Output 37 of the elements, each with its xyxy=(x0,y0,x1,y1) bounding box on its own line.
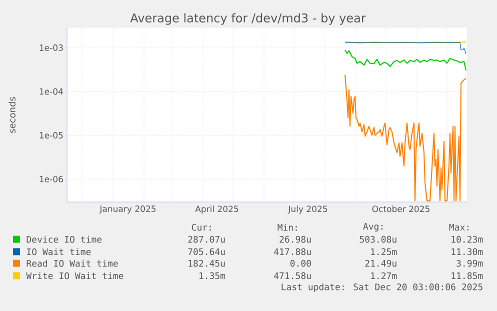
y-tick-label: 1e-05 xyxy=(40,132,63,138)
y-tick-label: 1e-06 xyxy=(40,176,63,182)
text: 1.25m xyxy=(371,248,397,256)
text: 1.27m xyxy=(371,272,397,280)
text: 3.99m xyxy=(456,260,483,267)
x-tick-label: July 2025 xyxy=(288,206,328,214)
text: Last update: Sat Dec 20 03:00:06 2025 xyxy=(282,283,482,292)
text: 1.35m xyxy=(199,272,226,280)
y-tick-label: 1e-04 xyxy=(40,88,63,95)
line-series xyxy=(344,49,467,72)
text: 11.30m xyxy=(452,248,483,256)
legend-label: IO Wait time xyxy=(27,248,91,256)
x-tick-label: January 2025 xyxy=(99,206,156,214)
x-tick-label: April 2025 xyxy=(195,206,238,214)
text: 21.49u xyxy=(365,260,396,267)
text: 182.45u xyxy=(188,260,225,267)
text: 287.07u xyxy=(188,236,225,243)
text: Min: xyxy=(278,224,297,231)
line-series xyxy=(344,74,467,202)
text: Cur: xyxy=(192,224,211,231)
y-tick-label: 1e-03 xyxy=(40,44,63,51)
text: 503.08u xyxy=(360,236,396,243)
text: Max: xyxy=(449,224,468,231)
legend-label: Write IO Wait time xyxy=(26,272,124,280)
y-axis-title: seconds xyxy=(8,97,16,133)
text: 0.00 xyxy=(290,260,311,267)
x-tick-label: October 2025 xyxy=(372,206,430,212)
text: 11.85m xyxy=(452,272,483,280)
text: Avg: xyxy=(363,223,382,232)
text: 417.88u xyxy=(274,248,311,256)
text: 26.98u xyxy=(280,236,311,243)
text: 705.64u xyxy=(188,248,225,256)
legend-label: Device IO time xyxy=(26,236,102,243)
text: 10.23m xyxy=(452,236,483,243)
text: 471.58u xyxy=(274,272,311,280)
legend-label: Read IO Wait time xyxy=(26,260,118,267)
chart-title: Average latency for /dev/md3 - by year xyxy=(130,13,366,25)
